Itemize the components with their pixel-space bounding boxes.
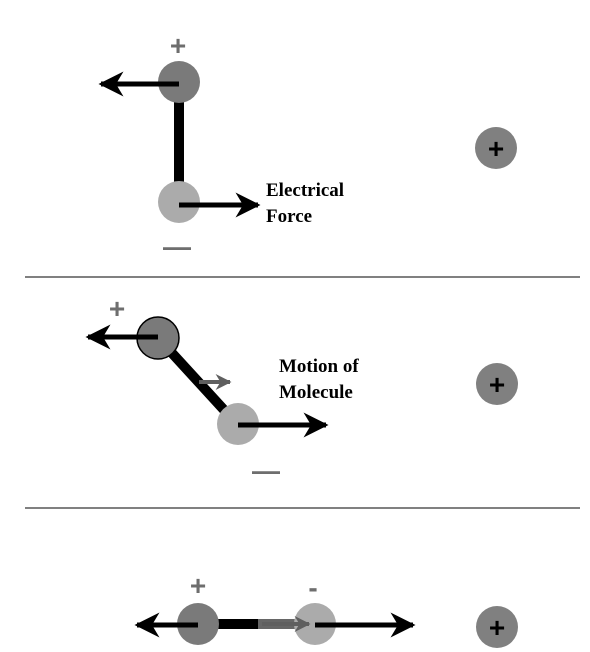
positive-sign: + bbox=[190, 570, 206, 601]
negative-sign: — bbox=[163, 231, 191, 262]
motion-of-molecule-label: Motion of Molecule bbox=[279, 356, 363, 403]
plus-charge-icon bbox=[476, 363, 518, 405]
charge-symbol: + bbox=[488, 133, 504, 164]
plus-charge-icon bbox=[476, 606, 518, 648]
electrical-force-label: Electrical Force bbox=[266, 180, 349, 227]
charge-symbol: + bbox=[489, 612, 505, 643]
label-line-1: Electrical bbox=[266, 180, 344, 201]
negative-sign: - bbox=[308, 572, 317, 603]
charge-symbol: + bbox=[489, 369, 505, 400]
panel-1: + — Electrical Force + bbox=[98, 30, 517, 262]
label-line-1: Motion of bbox=[279, 356, 359, 377]
positive-sign: + bbox=[170, 30, 186, 61]
external-charge: + bbox=[476, 363, 518, 405]
external-charge: + bbox=[475, 127, 517, 169]
positive-sign: + bbox=[109, 293, 125, 324]
external-charge: + bbox=[476, 606, 518, 648]
plus-charge-icon bbox=[475, 127, 517, 169]
panel-2: + — Motion of Molecule + bbox=[85, 293, 518, 486]
panel-3: + - + bbox=[134, 570, 518, 648]
negative-sign: — bbox=[252, 455, 280, 486]
negative-atom bbox=[158, 181, 200, 223]
label-line-2: Force bbox=[266, 206, 312, 227]
label-line-2: Molecule bbox=[279, 382, 353, 403]
